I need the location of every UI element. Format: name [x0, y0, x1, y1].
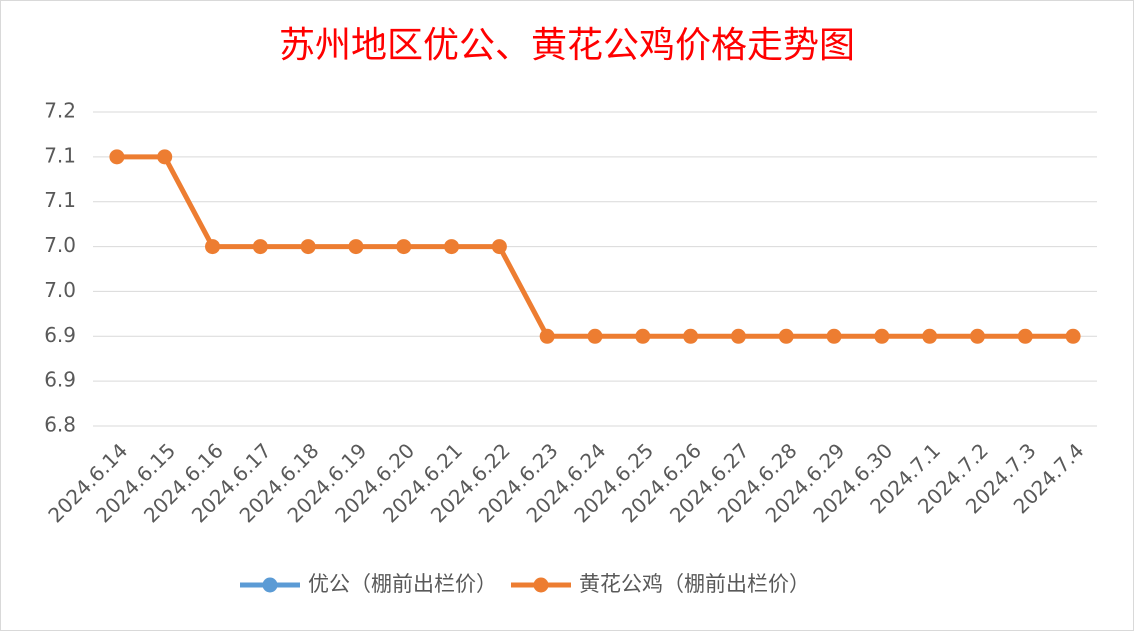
data-point: [969, 328, 985, 344]
data-point: [252, 239, 268, 255]
data-point: [922, 328, 938, 344]
y-tick-label: 6.9: [44, 368, 76, 392]
y-tick-label: 7.1: [44, 188, 76, 212]
data-point: [635, 328, 651, 344]
y-tick-label: 7.0: [44, 233, 76, 257]
legend-label: 优公（棚前出栏价）: [308, 572, 497, 596]
y-tick-label: 7.2: [44, 99, 76, 123]
data-point: [1065, 328, 1081, 344]
data-point: [1017, 328, 1033, 344]
y-tick-label: 6.8: [44, 413, 76, 437]
legend-marker: [533, 577, 549, 593]
data-point: [778, 328, 794, 344]
y-tick-label: 7.1: [44, 143, 76, 167]
legend-marker: [262, 577, 278, 593]
data-point: [826, 328, 842, 344]
data-point: [874, 328, 890, 344]
data-point: [396, 239, 412, 255]
data-point: [109, 149, 125, 165]
data-point: [683, 328, 699, 344]
data-point: [157, 149, 173, 165]
data-point: [491, 239, 507, 255]
data-point: [348, 239, 364, 255]
data-point: [300, 239, 316, 255]
data-point: [444, 239, 460, 255]
y-tick-label: 7.0: [44, 278, 76, 302]
y-tick-label: 6.9: [44, 323, 76, 347]
chart-title: 苏州地区优公、黄花公鸡价格走势图: [279, 25, 855, 66]
data-point: [205, 239, 221, 255]
data-point: [587, 328, 603, 344]
legend-label: 黄花公鸡（棚前出栏价）: [579, 572, 810, 596]
data-point: [730, 328, 746, 344]
data-point: [539, 328, 555, 344]
